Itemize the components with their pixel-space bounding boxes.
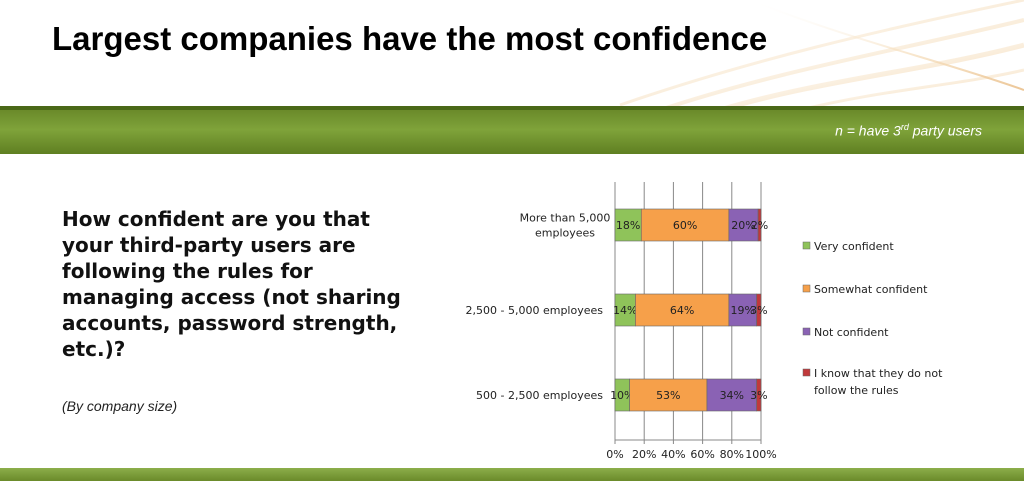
legend-label: follow the rules	[814, 384, 899, 397]
category-label: 2,500 - 5,000 employees	[466, 304, 604, 317]
bar-segment	[756, 378, 762, 412]
x-tick-label: 40%	[661, 448, 685, 461]
x-tick-label: 100%	[745, 448, 776, 461]
header-band	[0, 110, 1024, 154]
survey-question: How confident are you that your third-pa…	[62, 207, 401, 361]
x-tick-label: 60%	[690, 448, 714, 461]
band-divider	[0, 106, 1024, 110]
category-label: employees	[535, 227, 595, 240]
legend-label: Not confident	[814, 326, 889, 339]
x-tick-label: 0%	[606, 448, 623, 461]
data-label: 2%	[751, 219, 768, 232]
sample-note: n = have 3rd party users	[835, 122, 982, 139]
bar-segment	[756, 293, 762, 327]
bar-segment	[728, 293, 757, 327]
footer-band	[0, 468, 1024, 481]
bar-segment	[706, 378, 757, 412]
legend-label: Very confident	[814, 240, 894, 253]
category-label: More than 5,000	[520, 212, 611, 225]
legend-swatch	[802, 327, 811, 336]
data-label: 53%	[656, 389, 680, 402]
category-label: 500 - 2,500 employees	[476, 389, 603, 402]
legend-label: Somewhat confident	[814, 283, 928, 296]
data-label: 14%	[613, 304, 637, 317]
question-subnote: (By company size)	[62, 398, 178, 414]
data-label: 3%	[750, 304, 767, 317]
data-label: 34%	[720, 389, 744, 402]
bar-segment	[635, 293, 730, 327]
bar-segment	[728, 208, 759, 242]
data-label: 64%	[670, 304, 694, 317]
legend-label: I know that they do not	[814, 367, 943, 380]
data-label: 60%	[673, 219, 697, 232]
legend-swatch	[802, 368, 811, 377]
data-label: 18%	[616, 219, 640, 232]
bar-segment	[629, 378, 708, 412]
data-label: 20%	[731, 219, 755, 232]
stacked-bar-chart: 0% 20% 40% 60% 80% 100% More than 5,000 employe…	[466, 182, 943, 461]
x-tick-label: 80%	[720, 448, 744, 461]
decorative-swirl	[619, 0, 1024, 112]
x-tick-label: 20%	[632, 448, 656, 461]
bar-segment	[757, 208, 762, 242]
legend-swatch	[802, 284, 811, 293]
legend-swatch	[802, 241, 811, 250]
data-label: 19%	[731, 304, 755, 317]
data-label: 3%	[750, 389, 767, 402]
data-label: 10%	[610, 389, 634, 402]
bar-segment	[640, 208, 730, 242]
slide-title: Largest companies have the most confiden…	[52, 20, 768, 57]
